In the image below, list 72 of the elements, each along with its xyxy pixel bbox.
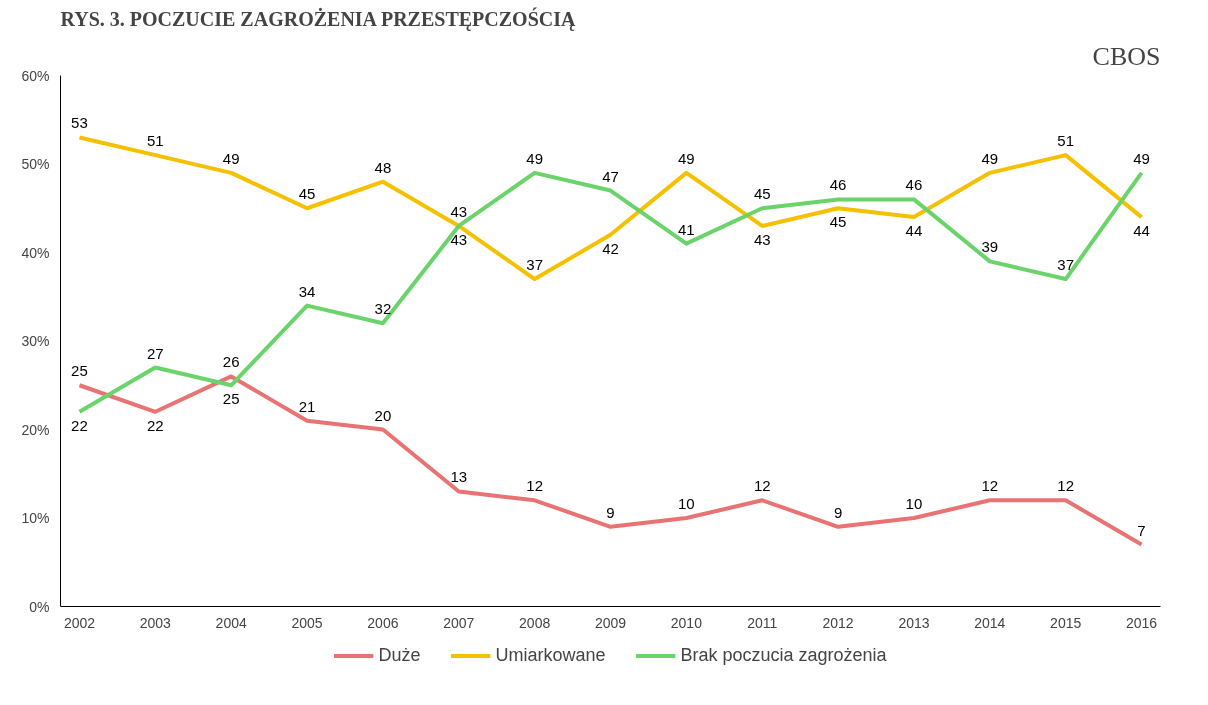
data-label: 32 — [374, 300, 392, 318]
data-label: 12 — [753, 477, 771, 495]
x-tick-label: 2007 — [443, 614, 475, 631]
data-label: 45 — [829, 213, 847, 231]
data-label: 42 — [602, 239, 619, 257]
x-tick-label: 2013 — [898, 614, 930, 631]
x-tick-label: 2002 — [63, 614, 96, 631]
data-label: 43 — [753, 230, 771, 248]
data-label: 39 — [981, 238, 999, 256]
data-label: 22 — [146, 416, 164, 434]
y-tick-label: 30% — [21, 333, 50, 349]
data-label: 12 — [981, 477, 999, 495]
data-label: 12 — [526, 477, 543, 495]
data-label: 25 — [71, 362, 88, 380]
x-tick-label: 2005 — [291, 614, 323, 631]
legend-label: Brak poczucia zagrożenia — [680, 644, 887, 666]
x-tick-label: 2015 — [1050, 614, 1082, 631]
data-label: 49 — [981, 149, 999, 167]
data-label: 21 — [298, 397, 316, 415]
data-label: 10 — [678, 495, 695, 512]
data-label: 34 — [298, 282, 316, 300]
data-label: 49 — [222, 149, 240, 167]
x-tick-label: 2012 — [822, 614, 854, 631]
x-tick-label: 2016 — [1125, 614, 1158, 631]
data-label: 49 — [526, 149, 543, 167]
data-label: 53 — [71, 114, 88, 132]
data-label: 22 — [71, 416, 88, 434]
text: CBOS — [1092, 41, 1161, 71]
chart-title: RYS. 3. POCZUCIE ZAGROŻENIA PRZESTĘPCZOŚCIĄ — [60, 6, 577, 31]
data-label: 47 — [602, 167, 619, 185]
data-label: 46 — [905, 176, 923, 194]
x-tick-label: 2011 — [747, 614, 778, 631]
data-label: 7 — [1137, 521, 1146, 539]
data-label: 48 — [374, 158, 392, 176]
y-tick-label: 20% — [21, 421, 50, 438]
data-label: 37 — [526, 256, 543, 274]
data-label: 41 — [678, 220, 695, 238]
legend-label: Umiarkowane — [495, 644, 606, 666]
legend-label: Duże — [378, 644, 421, 666]
data-label: 45 — [753, 185, 771, 203]
y-tick-label: 10% — [21, 510, 50, 526]
data-label: 26 — [222, 353, 240, 371]
data-label: 49 — [1133, 149, 1150, 167]
data-label: 9 — [833, 503, 843, 521]
data-label: 45 — [298, 185, 316, 203]
x-tick-label: 2008 — [519, 614, 551, 631]
data-label: 27 — [146, 344, 164, 362]
x-tick-label: 2003 — [139, 614, 172, 631]
data-label: 10 — [905, 495, 923, 512]
data-label: 46 — [829, 176, 847, 194]
data-label: 51 — [1057, 132, 1075, 150]
data-label: 25 — [222, 390, 240, 408]
data-label: 20 — [374, 406, 392, 424]
data-label: 37 — [1057, 256, 1075, 274]
data-label: 12 — [1057, 477, 1075, 495]
x-tick-label: 2010 — [670, 614, 703, 631]
data-label: 44 — [1133, 222, 1150, 240]
data-label: 13 — [450, 468, 468, 486]
x-tick-label: 2009 — [594, 614, 627, 631]
y-tick-label: 0% — [29, 598, 50, 615]
x-tick-label: 2004 — [215, 614, 247, 631]
x-tick-label: 2014 — [974, 614, 1006, 631]
y-tick-label: 40% — [21, 244, 50, 261]
x-tick-label: 2006 — [367, 614, 399, 631]
y-tick-label: 60% — [21, 67, 50, 84]
data-label: 9 — [606, 503, 615, 521]
data-label: 49 — [678, 149, 695, 167]
y-tick-label: 50% — [21, 156, 50, 172]
data-label: 51 — [146, 132, 164, 150]
data-label: 43 — [450, 230, 468, 248]
data-label: 44 — [905, 222, 923, 240]
data-label: 43 — [450, 202, 468, 220]
